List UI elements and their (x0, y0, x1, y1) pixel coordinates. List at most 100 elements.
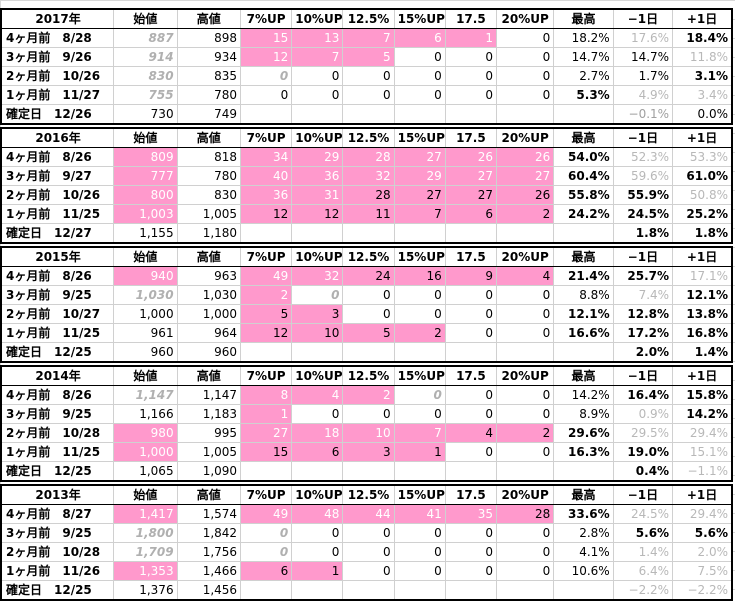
row-label[interactable]: 1ヶ月前 11/25 (0, 323, 114, 343)
table-cell[interactable] (342, 342, 395, 363)
table-cell[interactable]: 961 (113, 323, 178, 343)
table-cell[interactable]: 17.1% (672, 266, 734, 286)
column-header[interactable]: 17.5 (444, 127, 497, 148)
table-cell[interactable]: 835 (176, 66, 241, 86)
row-label[interactable]: 3ヶ月前 9/25 (0, 285, 114, 305)
table-cell[interactable]: 0 (342, 85, 395, 105)
table-cell[interactable]: 9 (444, 266, 497, 286)
table-cell[interactable]: 0 (495, 442, 554, 462)
table-cell[interactable]: 1.8% (672, 223, 734, 244)
table-cell[interactable]: 12 (240, 323, 292, 343)
table-cell[interactable]: 780 (176, 85, 241, 105)
table-cell[interactable]: 0 (444, 66, 497, 86)
table-cell[interactable] (444, 580, 497, 601)
table-cell[interactable]: 0.9% (612, 404, 673, 424)
table-cell[interactable]: 2.8% (553, 523, 614, 543)
column-header[interactable]: 始値 (113, 365, 178, 386)
column-header[interactable]: 始値 (113, 484, 178, 505)
table-cell[interactable] (553, 104, 614, 125)
table-cell[interactable]: 24 (342, 266, 395, 286)
table-cell[interactable]: 16 (393, 266, 446, 286)
table-cell[interactable]: 4.9% (612, 85, 673, 105)
row-label[interactable]: 確定日 12/27 (0, 223, 114, 244)
table-cell[interactable]: 17.2% (612, 323, 673, 343)
table-cell[interactable]: 12.8% (612, 304, 673, 324)
column-header[interactable]: 高値 (176, 127, 241, 148)
column-header[interactable]: 7%UP (240, 365, 292, 386)
table-cell[interactable]: 898 (176, 28, 241, 48)
table-cell[interactable]: 24.5% (612, 204, 673, 224)
column-header[interactable]: +1日 (672, 246, 734, 267)
table-cell[interactable]: 0 (444, 442, 497, 462)
table-cell[interactable]: 25.7% (612, 266, 673, 286)
table-cell[interactable]: 16.3% (553, 442, 614, 462)
table-cell[interactable]: 1,065 (113, 461, 178, 482)
table-cell[interactable]: 0 (495, 561, 554, 581)
table-cell[interactable]: 0.4% (612, 461, 673, 482)
column-header[interactable]: 7%UP (240, 8, 292, 29)
table-cell[interactable]: 4 (444, 423, 497, 443)
table-cell[interactable]: 1,030 (176, 285, 241, 305)
table-cell[interactable]: 0 (240, 66, 292, 86)
table-cell[interactable]: 0 (393, 385, 446, 405)
table-cell[interactable]: 14.7% (612, 47, 673, 67)
table-cell[interactable]: 0 (495, 47, 554, 67)
table-cell[interactable]: 5 (342, 47, 395, 67)
table-cell[interactable]: 29.4% (672, 423, 734, 443)
table-cell[interactable]: 12 (291, 204, 343, 224)
table-cell[interactable]: 0 (393, 285, 446, 305)
column-header[interactable]: 17.5 (444, 8, 497, 29)
table-cell[interactable]: 41 (393, 504, 446, 524)
table-cell[interactable]: 755 (113, 85, 178, 105)
table-cell[interactable]: 26 (495, 147, 554, 167)
table-cell[interactable]: 16.4% (612, 385, 673, 405)
table-cell[interactable]: 980 (113, 423, 178, 443)
table-cell[interactable]: 0 (393, 85, 446, 105)
table-cell[interactable]: 0 (393, 542, 446, 562)
table-cell[interactable]: 15.1% (672, 442, 734, 462)
row-label[interactable]: 1ヶ月前 11/26 (0, 561, 114, 581)
table-cell[interactable]: 12 (240, 47, 292, 67)
table-cell[interactable]: 25.2% (672, 204, 734, 224)
column-header[interactable]: 7%UP (240, 484, 292, 505)
table-cell[interactable]: 18 (291, 423, 343, 443)
table-cell[interactable] (291, 223, 343, 244)
table-cell[interactable]: 1.4% (672, 342, 734, 363)
table-cell[interactable]: 36 (240, 185, 292, 205)
column-header[interactable]: 10%UP (291, 365, 343, 386)
table-cell[interactable] (291, 104, 343, 125)
table-cell[interactable] (495, 223, 554, 244)
table-cell[interactable] (444, 342, 497, 363)
column-header[interactable]: 高値 (176, 8, 241, 29)
table-cell[interactable]: 0 (444, 561, 497, 581)
table-cell[interactable]: 777 (113, 166, 178, 186)
table-cell[interactable]: 995 (176, 423, 241, 443)
table-cell[interactable]: 12.1% (672, 285, 734, 305)
table-cell[interactable]: 12 (240, 204, 292, 224)
row-label[interactable]: 2ヶ月前 10/26 (0, 185, 114, 205)
table-cell[interactable]: 1,417 (113, 504, 178, 524)
table-cell[interactable]: 59.6% (612, 166, 673, 186)
table-cell[interactable]: 809 (113, 147, 178, 167)
table-cell[interactable]: 0 (291, 523, 343, 543)
table-cell[interactable]: 960 (176, 342, 241, 363)
table-cell[interactable] (240, 342, 292, 363)
table-cell[interactable]: 55.8% (553, 185, 614, 205)
table-cell[interactable]: 32 (342, 166, 395, 186)
column-header[interactable]: 12.5% (342, 8, 395, 29)
table-cell[interactable] (444, 104, 497, 125)
table-cell[interactable]: 5.6% (612, 523, 673, 543)
table-cell[interactable]: 4.1% (553, 542, 614, 562)
table-cell[interactable]: 7 (342, 28, 395, 48)
table-cell[interactable]: 6 (393, 28, 446, 48)
table-cell[interactable]: −0.1% (612, 104, 673, 125)
table-cell[interactable]: 1 (393, 442, 446, 462)
table-cell[interactable]: 1.8% (612, 223, 673, 244)
column-header[interactable]: 最高 (553, 127, 614, 148)
table-cell[interactable]: 11.8% (672, 47, 734, 67)
table-cell[interactable]: 5.3% (553, 85, 614, 105)
table-cell[interactable]: 24.5% (612, 504, 673, 524)
column-header[interactable]: 高値 (176, 246, 241, 267)
table-cell[interactable]: 0 (291, 85, 343, 105)
table-cell[interactable]: 1.4% (612, 542, 673, 562)
